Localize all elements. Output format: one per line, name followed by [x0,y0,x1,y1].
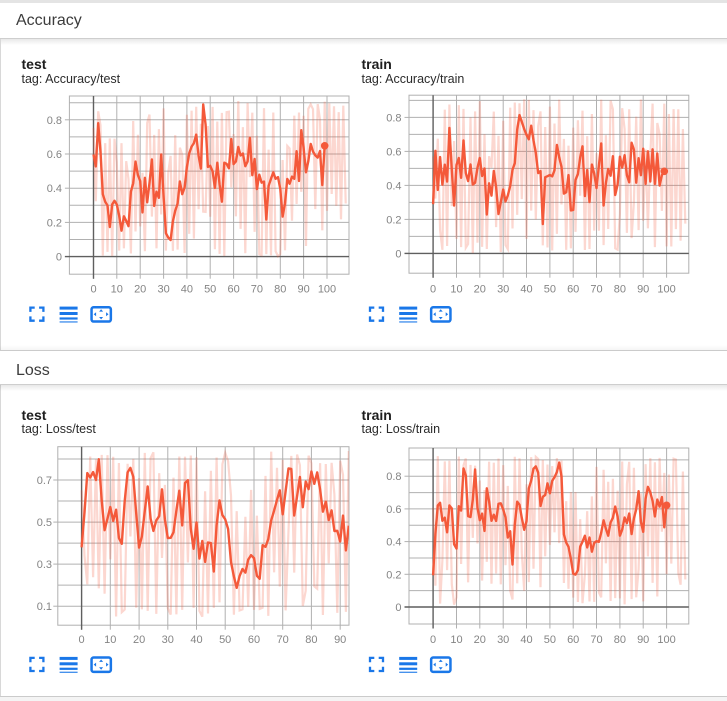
svg-text:0: 0 [430,284,436,296]
svg-text:70: 70 [590,284,602,296]
svg-text:10: 10 [111,284,123,296]
svg-text:90: 90 [637,284,649,296]
svg-text:50: 50 [544,284,556,296]
svg-text:0.4: 0.4 [47,183,62,195]
svg-text:20: 20 [133,634,145,646]
svg-text:90: 90 [297,284,309,296]
svg-text:30: 30 [162,634,174,646]
svg-text:20: 20 [134,284,146,296]
svg-text:60: 60 [248,634,260,646]
svg-text:0.2: 0.2 [386,569,401,581]
svg-text:50: 50 [544,634,556,646]
svg-text:0.7: 0.7 [37,475,52,487]
svg-text:60: 60 [567,284,579,296]
svg-text:40: 40 [190,634,202,646]
svg-text:0.2: 0.2 [47,217,62,229]
svg-text:80: 80 [305,634,317,646]
svg-text:100: 100 [657,634,675,646]
svg-text:0.6: 0.6 [386,146,401,158]
svg-text:80: 80 [614,634,626,646]
svg-text:0.4: 0.4 [386,180,401,192]
svg-text:20: 20 [474,634,486,646]
svg-text:0.2: 0.2 [386,214,401,226]
svg-text:0.3: 0.3 [37,559,52,571]
svg-text:80: 80 [274,284,286,296]
svg-text:40: 40 [181,284,193,296]
svg-text:30: 30 [497,634,509,646]
svg-text:30: 30 [497,284,509,296]
svg-text:0.8: 0.8 [386,471,401,483]
svg-text:100: 100 [318,284,336,296]
svg-text:0.8: 0.8 [386,112,401,124]
svg-text:70: 70 [590,634,602,646]
svg-text:0: 0 [395,602,401,614]
svg-text:0: 0 [430,634,436,646]
svg-text:0.6: 0.6 [47,149,62,161]
svg-text:10: 10 [450,634,462,646]
svg-text:0.6: 0.6 [386,504,401,516]
svg-text:0.5: 0.5 [37,517,52,529]
svg-text:50: 50 [204,284,216,296]
svg-text:20: 20 [474,284,486,296]
svg-text:0: 0 [395,248,401,260]
svg-text:0.1: 0.1 [37,601,52,613]
svg-text:90: 90 [334,634,346,646]
svg-text:0: 0 [56,252,62,264]
svg-text:90: 90 [637,634,649,646]
svg-text:50: 50 [219,634,231,646]
svg-text:60: 60 [567,634,579,646]
svg-text:40: 40 [520,284,532,296]
svg-text:70: 70 [277,634,289,646]
svg-text:70: 70 [251,284,263,296]
svg-text:80: 80 [614,284,626,296]
svg-text:10: 10 [104,634,116,646]
svg-text:10: 10 [450,284,462,296]
svg-text:0.4: 0.4 [386,537,401,549]
svg-text:0: 0 [79,634,85,646]
svg-text:30: 30 [157,284,169,296]
svg-text:40: 40 [520,634,532,646]
svg-text:100: 100 [657,284,675,296]
svg-text:0: 0 [90,284,96,296]
svg-text:0.8: 0.8 [47,115,62,127]
svg-text:60: 60 [227,284,239,296]
